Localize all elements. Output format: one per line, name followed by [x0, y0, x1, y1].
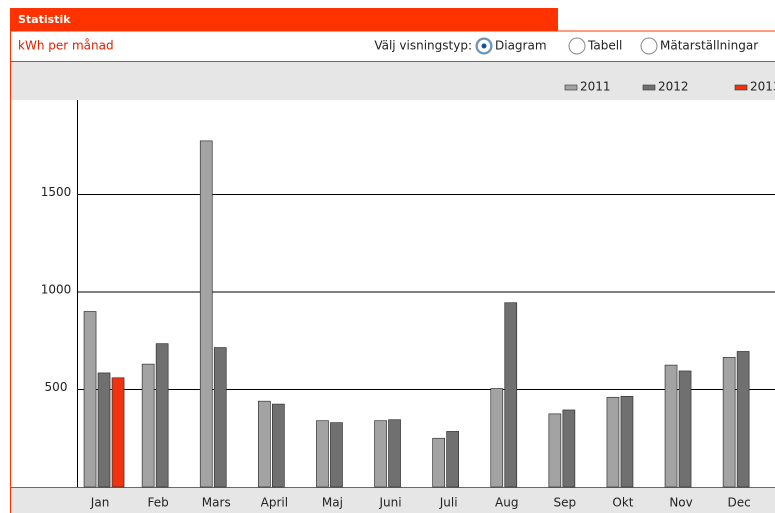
- bar: [620, 395, 634, 488]
- bar: [562, 409, 576, 488]
- bar: [258, 400, 271, 488]
- radio-button[interactable]: [640, 37, 658, 55]
- x-tick-label: Maj: [322, 496, 343, 510]
- bar: [155, 343, 169, 488]
- radio-label[interactable]: Diagram: [495, 39, 547, 53]
- x-tick-label: April: [261, 496, 288, 510]
- panel-title: Statistik: [18, 13, 71, 26]
- x-tick-label: Mars: [202, 496, 231, 510]
- legend-swatch: [642, 84, 656, 91]
- x-tick-label: Nov: [669, 496, 692, 510]
- radio-label[interactable]: Mätarställningar: [660, 39, 758, 53]
- x-tick-label: Juni: [379, 496, 402, 510]
- bar: [374, 420, 387, 488]
- radio-label[interactable]: Tabell: [587, 39, 622, 53]
- bar: [664, 364, 678, 488]
- bar: [316, 420, 329, 488]
- y-tick-label: 1000: [41, 283, 72, 297]
- bar: [736, 351, 750, 488]
- legend-band: [10, 62, 775, 100]
- bar: [141, 363, 155, 488]
- radio-button[interactable]: [568, 37, 586, 55]
- bar: [83, 311, 97, 488]
- radio-ring: [476, 38, 492, 54]
- bar: [678, 370, 692, 488]
- bar: [330, 422, 343, 488]
- bar: [548, 413, 562, 488]
- y-tick-label: 500: [45, 380, 68, 394]
- view-prompt: Välj visningstyp:: [374, 39, 472, 53]
- title-bar: [10, 8, 558, 31]
- unit-label: kWh per månad: [18, 39, 114, 53]
- bar: [213, 347, 227, 488]
- bar: [432, 437, 445, 488]
- bar: [111, 377, 125, 488]
- x-tick-label: Juli: [439, 496, 458, 510]
- x-tick-label: Jan: [90, 496, 110, 510]
- x-tick-label: Sep: [554, 496, 577, 510]
- x-tick-label: Okt: [612, 496, 633, 510]
- legend-label: 2012: [658, 80, 689, 94]
- bar: [504, 302, 518, 488]
- legend-swatch: [734, 84, 748, 91]
- bar: [606, 396, 620, 488]
- legend-swatch: [564, 84, 578, 91]
- bar: [388, 419, 401, 488]
- x-tick-label: Dec: [728, 496, 751, 510]
- bar: [272, 403, 285, 488]
- x-tick-label: Feb: [148, 496, 169, 510]
- bar: [199, 140, 213, 488]
- radio-dot: [481, 43, 487, 49]
- legend-label: 2011: [580, 80, 611, 94]
- axis-band: [11, 487, 775, 513]
- bar: [490, 388, 504, 488]
- bar: [446, 431, 459, 488]
- y-tick-label: 1500: [41, 185, 72, 199]
- bar: [97, 372, 111, 488]
- x-tick-label: Aug: [495, 496, 518, 510]
- bar: [722, 356, 736, 488]
- legend-label: 2013: [750, 80, 775, 94]
